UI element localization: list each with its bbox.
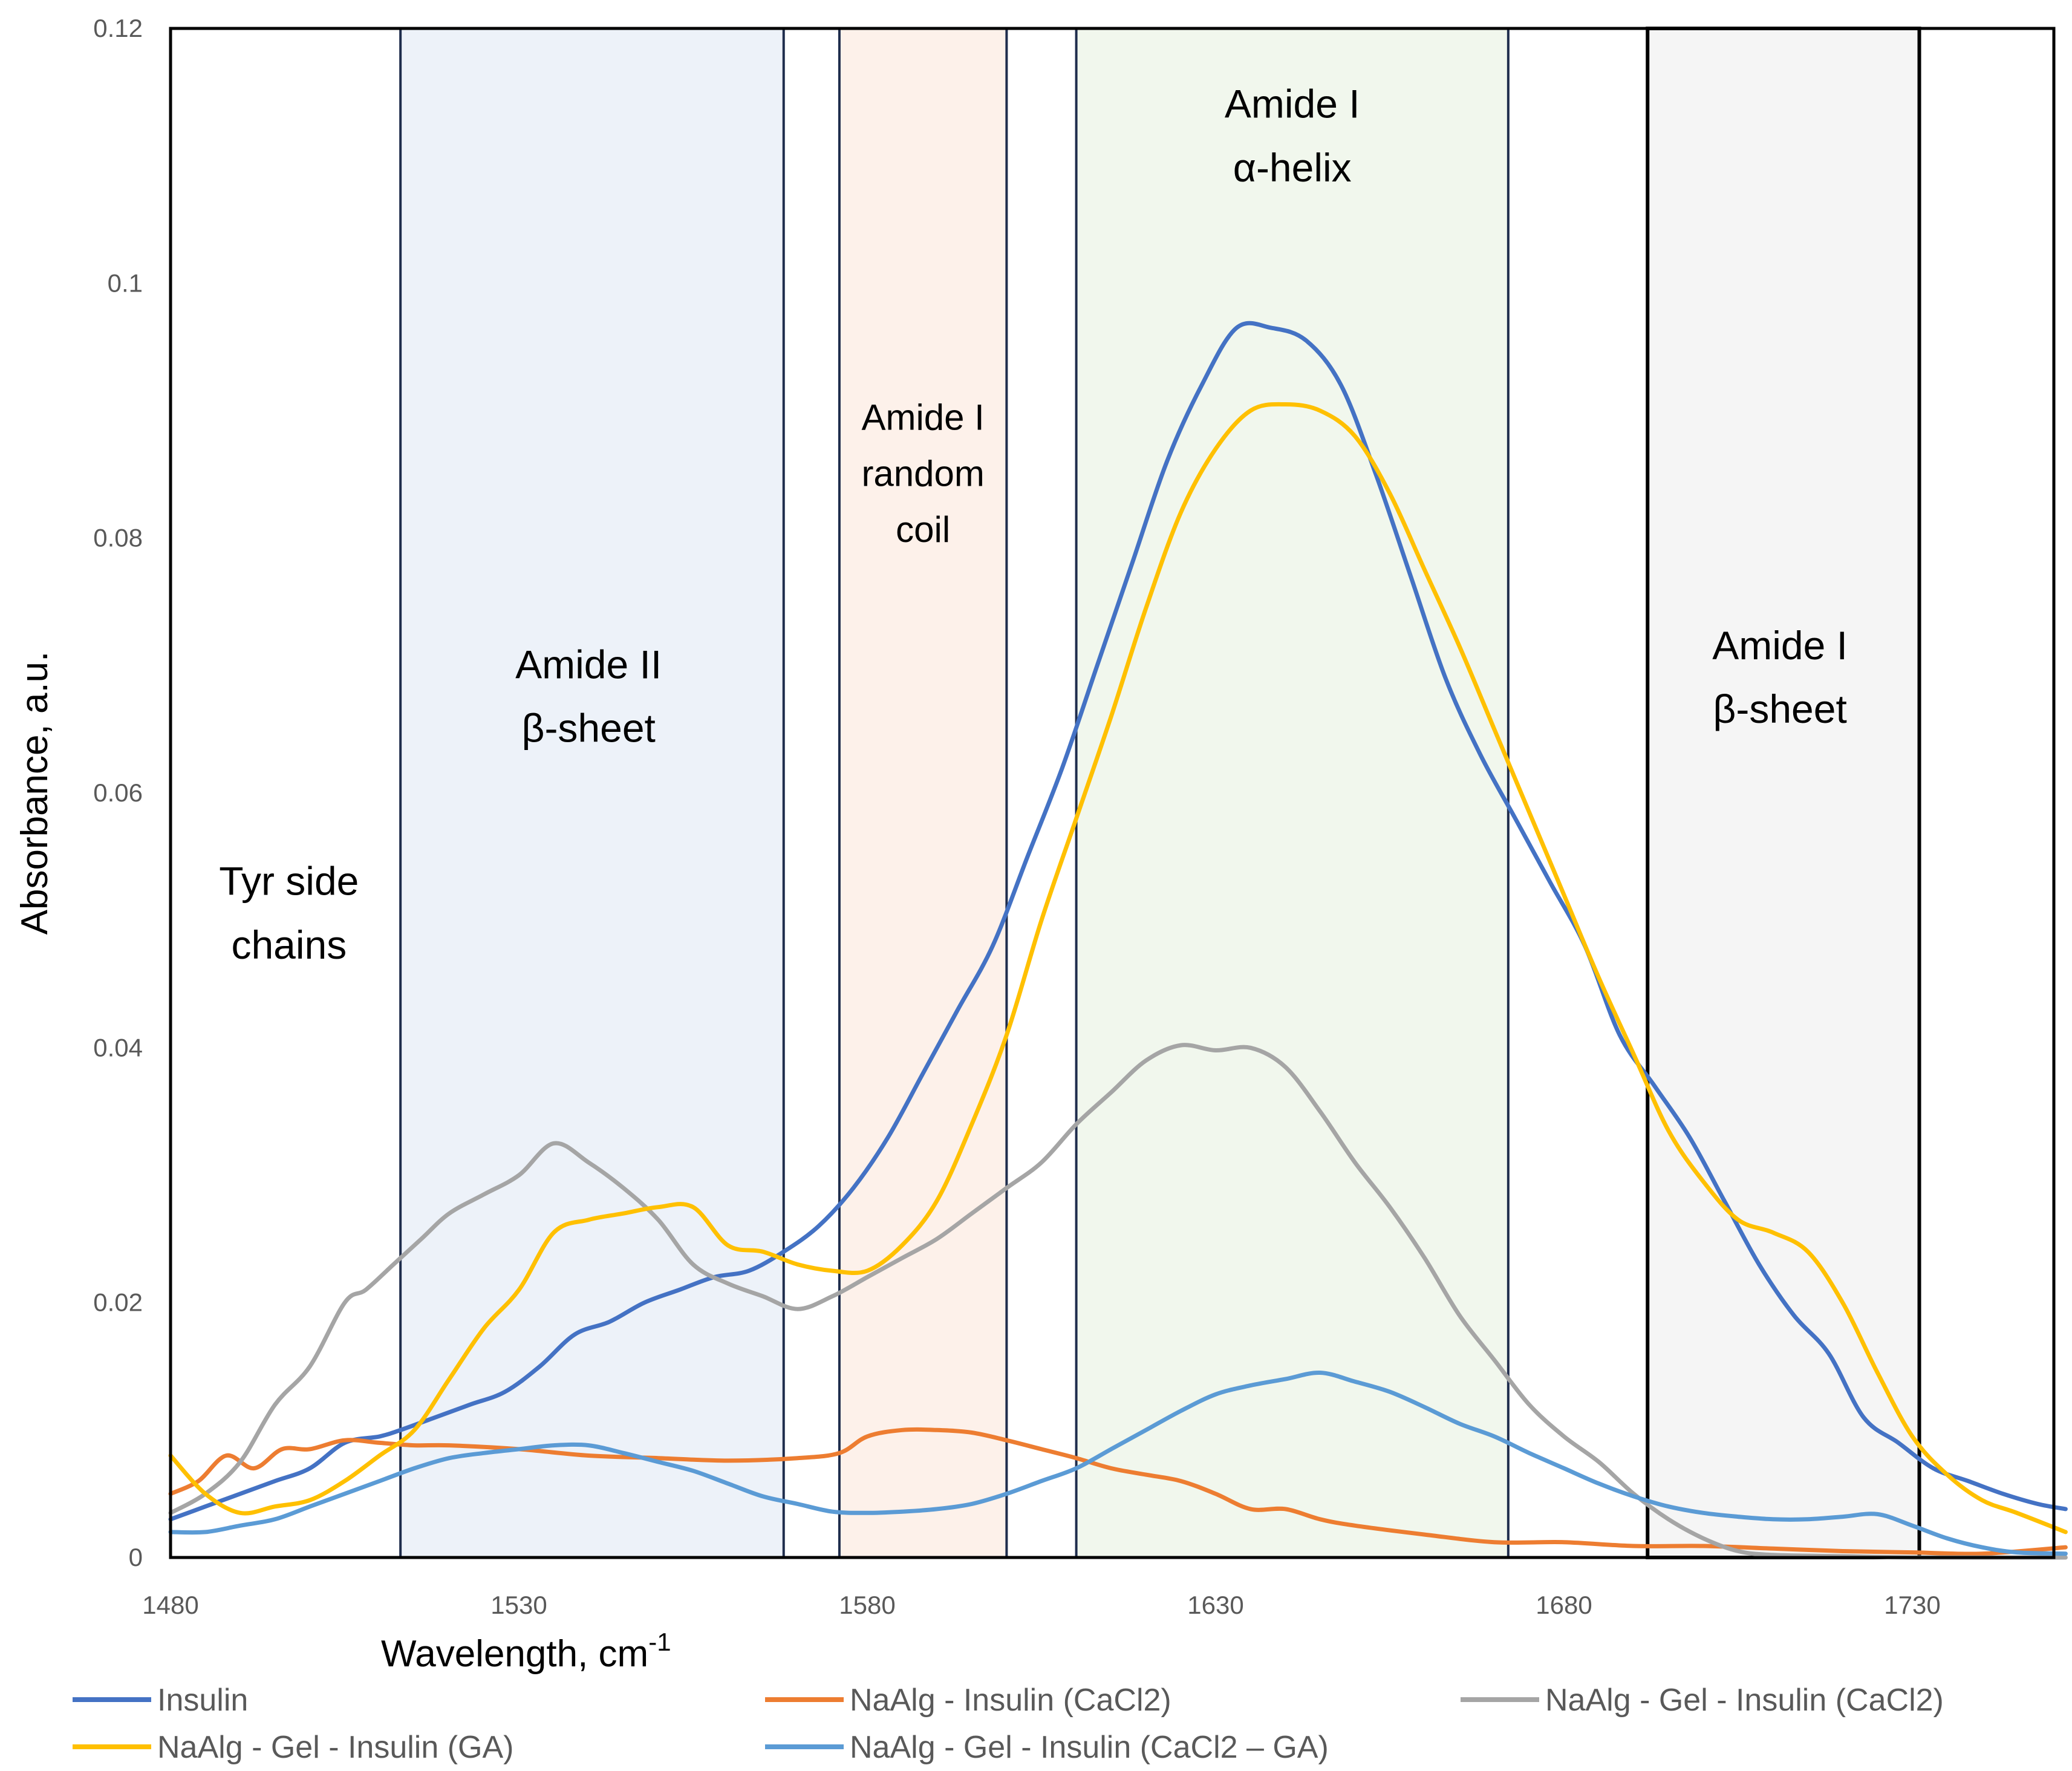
- legend-label-4: NaAlg - Gel - Insulin (CaCl2 – GA): [850, 1730, 1329, 1765]
- x-axis-title-superscript: -1: [648, 1628, 671, 1656]
- series-lines: [168, 321, 2068, 1560]
- region-label-3-line-1: α-helix: [1233, 145, 1352, 190]
- region-box-2: [838, 27, 1008, 1559]
- y-tick-label: 0.06: [93, 778, 143, 807]
- series-line-3: [168, 402, 2068, 1535]
- region-label-1-line-1: β-sheet: [521, 706, 655, 751]
- x-axis-title-main: Wavelength, cm: [381, 1633, 648, 1675]
- y-tick-label: 0.12: [93, 14, 143, 42]
- x-tick-label: 1630: [1187, 1591, 1243, 1619]
- y-tick-label: 0: [129, 1543, 143, 1571]
- region-box-4: [1646, 27, 1921, 1559]
- x-axis-ticks: 1480 1530 1580 1630 1680 1730: [142, 1591, 1940, 1619]
- plot-area-border: [169, 27, 2056, 1559]
- y-tick-label: 0.02: [93, 1288, 143, 1317]
- x-tick-label: 1730: [1884, 1591, 1940, 1619]
- y-axis-ticks: 0 0.02 0.04 0.06 0.08 0.1 0.12: [93, 14, 143, 1571]
- legend-label-1: NaAlg - Insulin (CaCl2): [850, 1683, 1171, 1718]
- legend-label-0: Insulin: [157, 1683, 248, 1718]
- legend-label-2: NaAlg - Gel - Insulin (CaCl2): [1545, 1683, 1944, 1718]
- region-label-3-line-0: Amide I: [1225, 81, 1360, 126]
- y-tick-label: 0.04: [93, 1033, 143, 1062]
- region-box-1: [399, 27, 785, 1559]
- region-label-0-line-1: chains: [231, 922, 347, 967]
- series-line-2: [168, 1043, 2068, 1560]
- region-label-2-line-0: Amide I: [861, 397, 984, 438]
- y-tick-label: 0.08: [93, 524, 143, 552]
- region-box-3: [1075, 27, 1510, 1559]
- legend-label-3: NaAlg - Gel - Insulin (GA): [157, 1730, 514, 1765]
- region-labels: Tyr side chains Amide II β-sheet Amide I rand…: [219, 81, 1848, 967]
- x-tick-label: 1580: [839, 1591, 895, 1619]
- region-label-2-line-2: coil: [896, 509, 950, 550]
- legend: Insulin NaAlg - Insulin (CaCl2) NaAlg - Ge…: [73, 1683, 1944, 1765]
- highlight-regions: [399, 27, 1921, 1559]
- region-label-4-line-1: β-sheet: [1713, 687, 1846, 731]
- region-label-0-line-0: Tyr side: [219, 859, 359, 904]
- series-line-4: [168, 1370, 2068, 1556]
- region-label-2-line-1: random: [861, 453, 984, 494]
- x-tick-label: 1530: [490, 1591, 547, 1619]
- region-label-1-line-0: Amide II: [515, 642, 662, 687]
- series-line-1: [168, 1427, 2068, 1556]
- x-tick-label: 1680: [1536, 1591, 1592, 1619]
- x-tick-label: 1480: [142, 1591, 198, 1619]
- x-axis-title: Wavelength, cm-1: [381, 1628, 671, 1675]
- y-tick-label: 0.1: [108, 269, 143, 297]
- y-axis-title: Absorbance, a.u.: [14, 651, 56, 935]
- region-label-4-line-0: Amide I: [1712, 623, 1848, 668]
